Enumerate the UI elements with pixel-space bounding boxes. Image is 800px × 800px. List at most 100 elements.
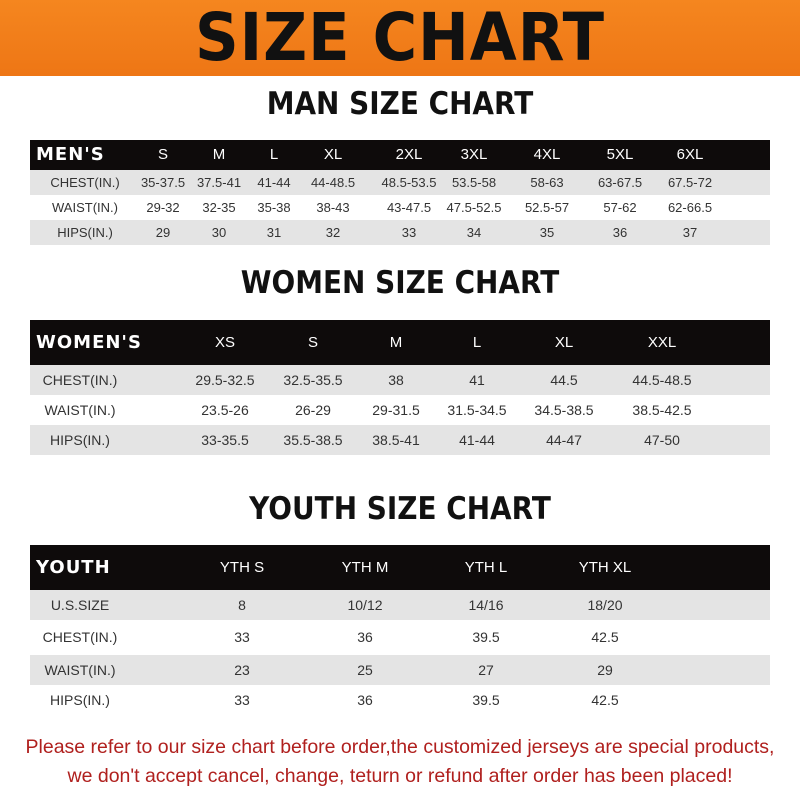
table-row: WAIST(IN.) 29-32 32-35 35-38 38-43 43-47.5 47.… (30, 195, 770, 220)
size-header-cell: M (389, 334, 403, 351)
table-title-cell: YOUTH (36, 557, 111, 578)
row-label: WAIST(IN.) (44, 662, 116, 678)
table-row: U.S.SIZE 8 10/12 14/16 18/20 (30, 590, 770, 620)
table-cell: 29.5-32.5 (195, 372, 255, 388)
table-row: CHEST(IN.) 35-37.5 37.5-41 41-44 44-48.5 48.5… (30, 170, 770, 195)
table-cell: 39.5 (472, 692, 500, 708)
table-cell: 29-32 (146, 200, 180, 215)
table-cell: 8 (238, 597, 246, 613)
table-row: HIPS(IN.) 29 30 31 32 33 34 35 36 37 (30, 220, 770, 245)
table-cell: 14/16 (468, 597, 504, 613)
table-cell: 47.5-52.5 (446, 200, 502, 215)
table-cell: 62-66.5 (667, 200, 713, 215)
size-header-cell: XL (554, 334, 574, 351)
table-cell: 41-44 (459, 432, 495, 448)
table-cell: 29 (597, 662, 613, 678)
table-cell: 41 (469, 372, 485, 388)
size-header-cell: 5XL (606, 146, 634, 163)
youth-size-table: YOUTH YTH S YTH M YTH L YTH XL U.S.SIZE 8 10/12… (30, 545, 770, 715)
table-cell: 39.5 (472, 629, 500, 645)
size-header-cell: XL (323, 146, 343, 163)
men-size-table: MEN'S S M L XL 2XL 3XL 4XL 5XL 6XL CHEST(IN.) 35-37… (30, 140, 770, 245)
table-cell: 38.5-41 (372, 432, 420, 448)
size-header-cell: L (269, 146, 279, 163)
page-title: SIZE CHART (194, 0, 605, 76)
table-row: HIPS(IN.) 33-35.5 35.5-38.5 38.5-41 41-44 44-… (30, 425, 770, 455)
table-cell: 47-50 (644, 432, 680, 448)
table-cell: 44-47 (546, 432, 582, 448)
table-cell: 26-29 (295, 402, 331, 418)
table-row: WAIST(IN.) 23.5-26 26-29 29-31.5 31.5-34.5 34… (30, 395, 770, 425)
table-cell: 25 (357, 662, 373, 678)
table-cell: 36 (357, 692, 373, 708)
table-cell: 32.5-35.5 (283, 372, 343, 388)
size-header-cell: YTH L (464, 559, 508, 576)
table-row: CHEST(IN.) 29.5-32.5 32.5-35.5 38 41 44.5 44.5… (30, 365, 770, 395)
table-cell: 37.5-41 (196, 175, 242, 190)
table-cell: 23.5-26 (201, 402, 249, 418)
table-cell: 30 (211, 225, 227, 240)
table-row: WAIST(IN.) 23 25 27 29 (30, 655, 770, 685)
table-cell: 35-37.5 (140, 175, 186, 190)
table-header-row: MEN'S S M L XL 2XL 3XL 4XL 5XL 6XL (30, 140, 770, 170)
table-cell: 33 (234, 692, 250, 708)
table-cell: 33-35.5 (201, 432, 249, 448)
table-cell: 38-43 (316, 200, 350, 215)
size-header-cell: S (307, 334, 319, 351)
table-cell: 35 (539, 225, 555, 240)
size-header-cell: 3XL (460, 146, 488, 163)
table-cell: 48.5-53.5 (381, 175, 437, 190)
size-header-cell: 4XL (533, 146, 561, 163)
size-header-cell: 6XL (676, 146, 704, 163)
row-label: HIPS(IN.) (50, 692, 110, 708)
table-cell: 35.5-38.5 (283, 432, 343, 448)
table-row: HIPS(IN.) 33 36 39.5 42.5 (30, 685, 770, 715)
title-banner: SIZE CHART (0, 0, 800, 76)
size-header-cell: 2XL (395, 146, 423, 163)
table-cell: 52.5-57 (524, 200, 570, 215)
table-row: CHEST(IN.) 33 36 39.5 42.5 (30, 620, 770, 655)
table-cell: 43-47.5 (386, 200, 432, 215)
row-label: CHEST(IN.) (42, 629, 118, 645)
table-cell: 44-48.5 (310, 175, 356, 190)
notice-line-2: we don't accept cancel, change, teturn o… (67, 765, 733, 787)
row-label: CHEST(IN.) (50, 175, 120, 190)
table-cell: 31.5-34.5 (447, 402, 507, 418)
table-cell: 38.5-42.5 (632, 402, 692, 418)
table-cell: 53.5-58 (451, 175, 497, 190)
youth-heading: YOUTH SIZE CHART (249, 491, 551, 527)
table-cell: 10/12 (347, 597, 383, 613)
table-cell: 33 (401, 225, 417, 240)
table-cell: 34.5-38.5 (534, 402, 594, 418)
table-cell: 27 (478, 662, 494, 678)
row-label: WAIST(IN.) (44, 402, 116, 418)
table-cell: 37 (682, 225, 698, 240)
size-header-cell: XXL (647, 334, 677, 351)
table-cell: 34 (466, 225, 482, 240)
row-label: HIPS(IN.) (57, 225, 113, 240)
table-cell: 67.5-72 (667, 175, 713, 190)
table-cell: 32 (325, 225, 341, 240)
table-cell: 29-31.5 (372, 402, 420, 418)
table-title-cell: MEN'S (36, 144, 105, 165)
row-label: HIPS(IN.) (50, 432, 110, 448)
table-cell: 36 (357, 629, 373, 645)
size-header-cell: XS (214, 334, 236, 351)
table-cell: 18/20 (587, 597, 623, 613)
size-header-cell: YTH XL (578, 559, 632, 576)
size-header-cell: YTH M (341, 559, 389, 576)
table-header-row: YOUTH YTH S YTH M YTH L YTH XL (30, 545, 770, 590)
table-cell: 35-38 (257, 200, 291, 215)
notice-line-1: Please refer to our size chart before or… (25, 736, 775, 758)
table-cell: 42.5 (591, 692, 619, 708)
table-header-row: WOMEN'S XS S M L XL XXL (30, 320, 770, 365)
size-header-cell: M (212, 146, 226, 163)
table-cell: 44.5 (550, 372, 578, 388)
table-title-cell: WOMEN'S (36, 332, 142, 353)
table-cell: 33 (234, 629, 250, 645)
table-cell: 32-35 (202, 200, 236, 215)
row-label: U.S.SIZE (50, 597, 110, 613)
table-cell: 44.5-48.5 (632, 372, 692, 388)
table-cell: 57-62 (603, 200, 637, 215)
row-label: CHEST(IN.) (42, 372, 118, 388)
